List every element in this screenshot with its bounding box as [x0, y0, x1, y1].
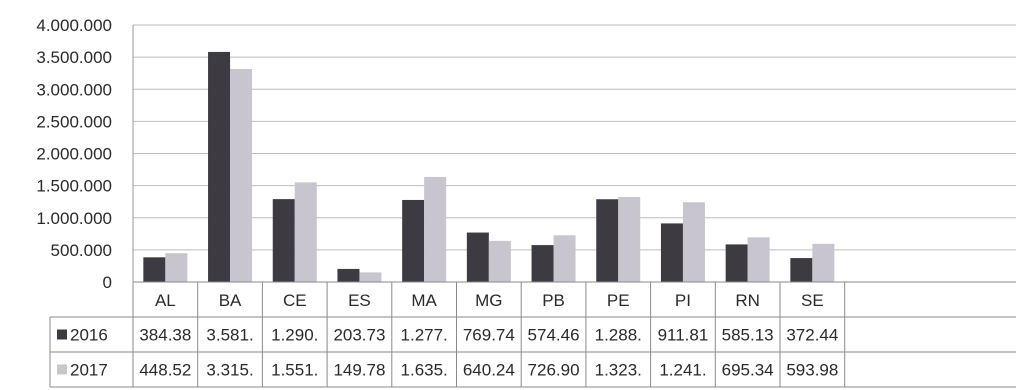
table-cell-2017: 726.90	[528, 361, 580, 380]
table-cell-2016: 585.13	[722, 326, 774, 345]
table-cell-2017: 695.34	[722, 361, 774, 380]
table-cell-2017: 448.52	[139, 361, 191, 380]
x-category-label: RN	[735, 291, 760, 310]
y-tick-label: 3.000.000	[36, 80, 112, 99]
bars	[143, 51, 835, 283]
y-tick-label: 4.000.000	[36, 16, 112, 35]
y-tick-label: 2.000.000	[36, 145, 112, 164]
y-tick-label: 2.500.000	[36, 112, 112, 131]
bar-2017-CE	[294, 182, 317, 282]
bar-2016-PB	[531, 245, 554, 282]
bar-2016-ES	[337, 268, 360, 282]
table-cell-2016: 1.290.	[271, 326, 318, 345]
bar-2016-MG	[466, 232, 489, 282]
data-table: AL BA CE ES MA MG PB PE PI RN SE 2016 384.38 3.581. 1.…	[49, 281, 1016, 388]
table-cell-2016: 574.46	[528, 326, 580, 345]
legend-label-2016: 2016	[70, 326, 108, 345]
bar-2017-SE	[812, 243, 835, 282]
bar-2016-MA	[402, 199, 425, 282]
table-cell-2016: 203.73	[333, 326, 385, 345]
bar-2016-PI	[660, 223, 683, 282]
x-category-label: AL	[155, 291, 176, 310]
x-category-label: SE	[801, 291, 824, 310]
x-category-label: CE	[283, 291, 307, 310]
x-category-label: ES	[348, 291, 371, 310]
bar-2016-PE	[596, 199, 619, 282]
table-cell-2017: 640.24	[463, 361, 515, 380]
bar-2017-ES	[359, 272, 382, 282]
x-category-label: PE	[607, 291, 630, 310]
x-category-label: MG	[475, 291, 502, 310]
table-cell-2016: 1.288.	[595, 326, 642, 345]
bar-2017-PB	[553, 235, 576, 282]
x-category-label: MA	[411, 291, 437, 310]
x-category-label: PB	[542, 291, 565, 310]
bar-2017-BA	[230, 69, 253, 282]
table-cell-2016: 1.277.	[401, 326, 448, 345]
table-cell-2017: 1.635.	[401, 361, 448, 380]
bar-2016-AL	[143, 257, 166, 282]
table-cell-2016: 769.74	[463, 326, 515, 345]
bar-2016-RN	[725, 244, 748, 282]
y-tick-label: 1.500.000	[36, 177, 112, 196]
bar-2016-CE	[272, 199, 295, 282]
legend-swatch-2016	[57, 329, 67, 340]
x-category-label: BA	[219, 291, 242, 310]
table-cell-2017: 1.241.	[659, 361, 706, 380]
bar-2017-RN	[747, 237, 770, 282]
y-tick-label: 1.000.000	[36, 209, 112, 228]
y-tick-label: 3.500.000	[36, 48, 112, 67]
y-tick-label: 500.000	[51, 241, 112, 260]
bar-2017-AL	[165, 253, 188, 282]
legend-swatch-2017	[57, 364, 67, 375]
table-cell-2016: 3.581.	[206, 326, 253, 345]
bar-2017-PI	[682, 202, 705, 282]
x-category-label: PI	[675, 291, 691, 310]
table-cell-2016: 384.38	[139, 326, 191, 345]
y-axis-ticks: 0 500.000 1.000.000 1.500.000 2.000.000 2.500…	[36, 16, 112, 292]
legend-label-2017: 2017	[70, 361, 108, 380]
bar-2016-SE	[790, 258, 813, 282]
table-cell-2017: 3.315.	[206, 361, 253, 380]
table-cell-2017: 149.78	[333, 361, 385, 380]
table-cell-2016: 911.81	[658, 326, 709, 345]
bar-2017-PE	[618, 196, 641, 282]
table-cell-2017: 593.98	[786, 361, 838, 380]
table-cell-2017: 1.323.	[595, 361, 642, 380]
y-tick-label: 0	[103, 273, 112, 292]
bar-2016-BA	[208, 51, 231, 283]
bar-2017-MG	[488, 240, 511, 282]
bar-2017-MA	[424, 176, 447, 282]
table-cell-2016: 372.44	[786, 326, 838, 345]
table-cell-2017: 1.551.	[271, 361, 318, 380]
